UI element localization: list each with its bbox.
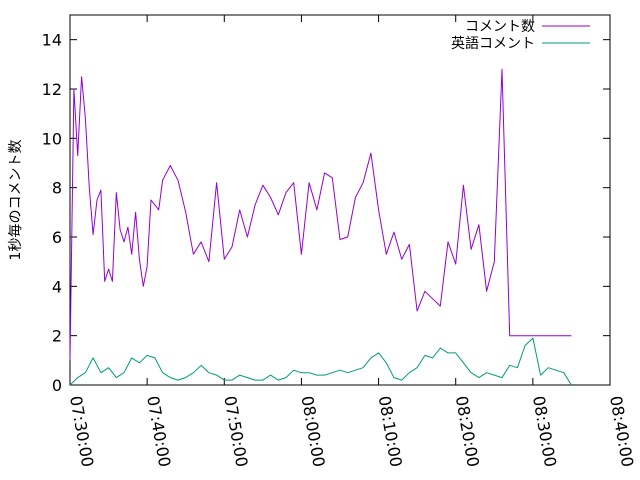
y-tick-label: 4 (52, 277, 62, 296)
y-tick-label: 6 (52, 228, 62, 247)
plot-frame (69, 14, 611, 386)
x-tick-label: 08:30:00 (529, 394, 560, 468)
legend-label-2: 英語コメント (451, 35, 535, 52)
y-axis-ticks: 0 2 4 6 8 10 12 14 (42, 31, 610, 395)
y-tick-label: 8 (52, 179, 62, 198)
y-axis-label: 1秒毎のコメント数 (8, 140, 24, 261)
plot-border (69, 14, 611, 386)
x-tick-label: 08:00:00 (297, 394, 328, 468)
x-tick-label: 08:10:00 (375, 394, 406, 468)
x-tick-label: 07:30:00 (66, 394, 97, 468)
x-tick-label: 08:20:00 (452, 394, 483, 468)
legend-label-1: コメント数 (465, 19, 535, 35)
y-tick-label: 14 (42, 31, 62, 50)
x-tick-label: 07:50:00 (220, 394, 251, 468)
y-tick-label: 10 (42, 129, 62, 148)
x-tick-label: 08:40:00 (606, 394, 637, 468)
x-tick-label: 07:40:00 (143, 394, 174, 468)
y-tick-label: 12 (42, 80, 62, 99)
y-tick-label: 0 (52, 376, 62, 395)
series-layer (69, 68, 572, 386)
series-line-2 (69, 337, 572, 386)
series-line-1 (69, 68, 572, 361)
x-axis-ticks: 07:30:00 07:40:00 07:50:00 08:00:00 08:10:00… (66, 15, 637, 468)
y-tick-label: 2 (52, 327, 62, 346)
